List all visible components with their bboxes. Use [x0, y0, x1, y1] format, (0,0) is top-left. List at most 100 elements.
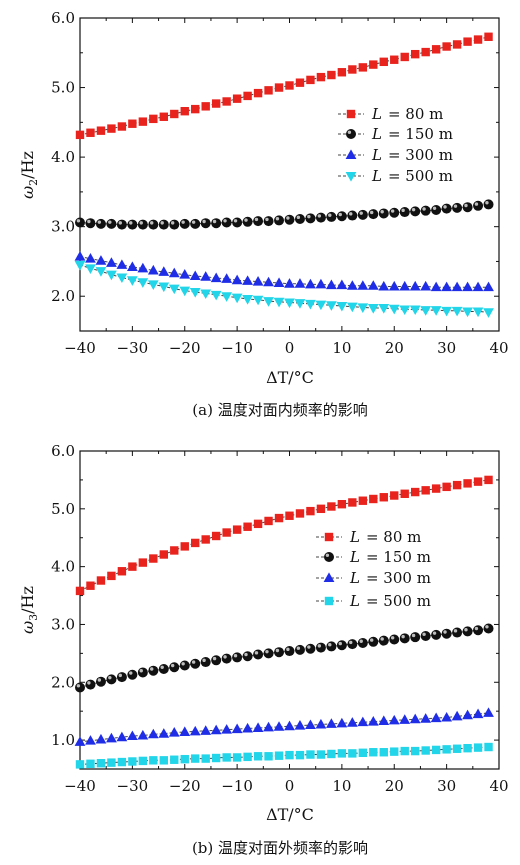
- data-point: [200, 218, 211, 229]
- data-point: [274, 83, 284, 92]
- data-point: [117, 757, 127, 767]
- data-point: [116, 259, 128, 269]
- data-point: [86, 128, 95, 137]
- data-point: [127, 669, 138, 680]
- data-point: [179, 286, 191, 297]
- data-point: [263, 721, 274, 732]
- x-tick-label: −40: [64, 339, 96, 357]
- data-point: [107, 571, 116, 581]
- data-point: [264, 86, 273, 95]
- data-point: [116, 219, 127, 230]
- data-point: [378, 304, 390, 314]
- data-point: [107, 124, 116, 133]
- data-point: [315, 278, 327, 289]
- data-point: [253, 752, 263, 761]
- data-point: [127, 219, 138, 230]
- data-point: [463, 37, 472, 46]
- data-point: [441, 711, 453, 722]
- data-point: [421, 746, 430, 755]
- data-point: [315, 300, 327, 311]
- data-point: [126, 261, 138, 272]
- data-point: [326, 211, 337, 222]
- data-point: [128, 562, 137, 571]
- data-point: [473, 743, 483, 752]
- legend-label: L = 500 m: [349, 592, 431, 610]
- x-tick-label: −20: [169, 777, 201, 795]
- legend-label: L = 150 m: [371, 125, 453, 143]
- data-point: [86, 759, 95, 768]
- data-point: [462, 202, 473, 213]
- data-point: [484, 32, 493, 41]
- data-point: [158, 266, 170, 276]
- data-point: [85, 679, 96, 690]
- legend-a: L = 80 m L = 150 m L = 300 m L = 500 m: [338, 105, 453, 185]
- data-point: [358, 63, 368, 72]
- data-point: [75, 217, 85, 228]
- data-point: [273, 277, 285, 288]
- data-point: [420, 631, 431, 642]
- data-point: [95, 255, 107, 265]
- data-point: [420, 306, 432, 316]
- data-point: [346, 302, 358, 313]
- data-point: [357, 280, 369, 290]
- data-point: [138, 117, 148, 126]
- data-point: [180, 542, 189, 551]
- data-point: [316, 504, 326, 514]
- data-point: [306, 506, 315, 516]
- data-point: [452, 627, 463, 638]
- data-point: [243, 522, 252, 531]
- data-point: [305, 213, 316, 224]
- data-point: [242, 722, 253, 733]
- data-point: [451, 306, 463, 317]
- data-point: [452, 202, 463, 213]
- data-point: [242, 275, 253, 285]
- data-point: [170, 755, 179, 764]
- data-point: [388, 304, 400, 315]
- data-point: [189, 270, 201, 281]
- legend-label: L = 300 m: [349, 569, 431, 587]
- data-point: [411, 487, 420, 497]
- data-point: [430, 281, 442, 292]
- data-point: [253, 88, 263, 98]
- data-point: [357, 303, 369, 313]
- data-point: [210, 724, 222, 735]
- data-point: [137, 667, 148, 678]
- x-axis-label-a: ΔT/°C: [266, 368, 314, 387]
- data-point: [284, 298, 295, 309]
- data-point: [191, 104, 200, 114]
- data-point: [379, 57, 388, 67]
- data-point: [126, 276, 138, 286]
- data-point: [253, 216, 264, 227]
- data-point: [483, 623, 494, 634]
- series-line: [79, 264, 489, 313]
- data-point: [294, 214, 305, 225]
- y-tick-label: 4.0: [51, 148, 75, 166]
- data-point: [367, 280, 379, 290]
- data-point: [168, 726, 180, 737]
- legend-label: L = 500 m: [371, 167, 453, 185]
- data-point: [106, 218, 117, 229]
- data-point: [462, 281, 473, 292]
- data-point: [431, 484, 441, 493]
- y-tick-label: 1.0: [51, 731, 75, 749]
- data-point: [107, 758, 116, 767]
- data-point: [231, 723, 243, 734]
- data-point: [484, 742, 493, 752]
- data-point: [117, 122, 127, 131]
- data-point: [116, 731, 128, 742]
- y-tick-label: 6.0: [51, 9, 75, 27]
- data-point: [483, 199, 494, 210]
- data-point: [305, 719, 316, 730]
- data-point: [452, 40, 462, 49]
- data-point: [180, 754, 189, 764]
- data-point: [126, 730, 138, 741]
- data-point: [285, 81, 294, 90]
- data-point: [284, 720, 295, 731]
- x-tick-label: 10: [332, 777, 351, 795]
- data-point: [346, 280, 358, 290]
- data-point: [179, 660, 190, 671]
- data-point: [473, 477, 483, 486]
- data-point: [399, 207, 410, 218]
- data-point: [409, 280, 421, 291]
- legend-label: L = 150 m: [349, 548, 431, 566]
